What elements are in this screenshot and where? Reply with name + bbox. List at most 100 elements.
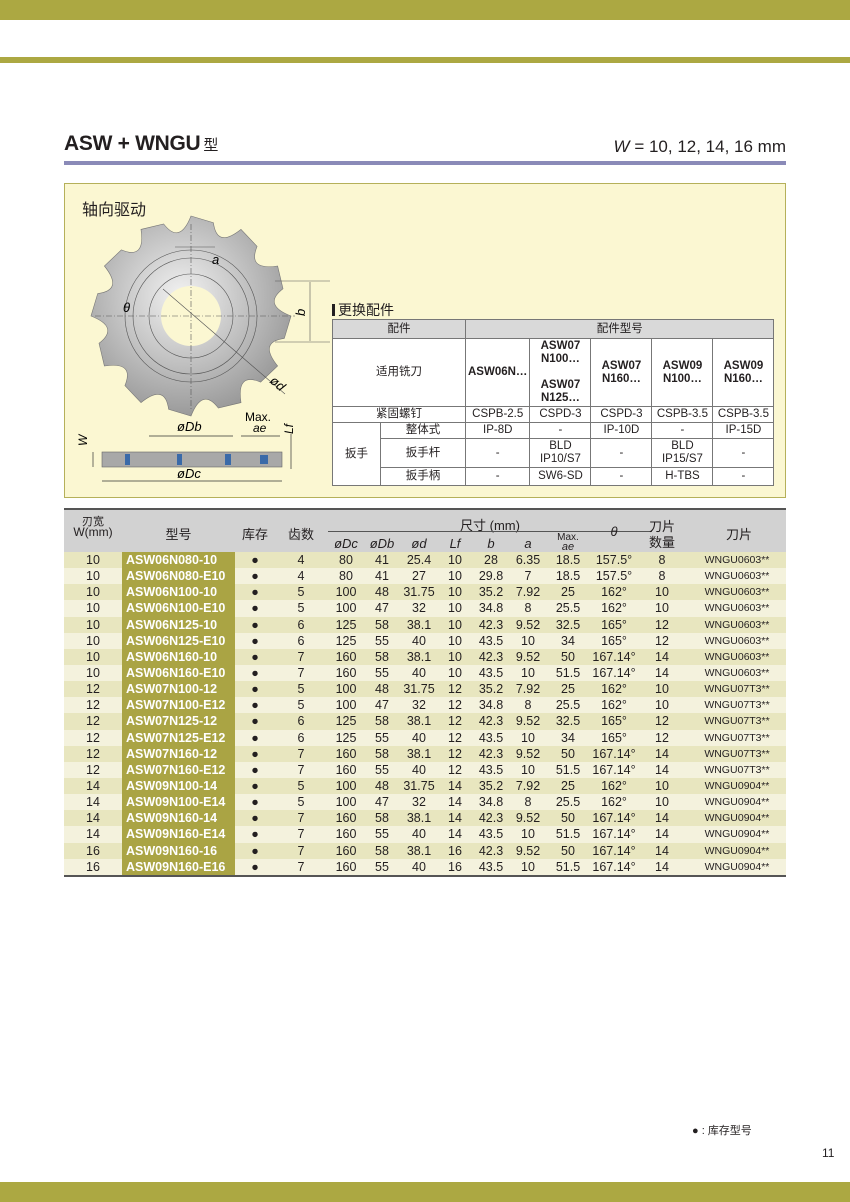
cell-a: 9.52: [515, 746, 541, 761]
cell-d: 38.1: [406, 714, 432, 729]
cell-d: 25.4: [406, 553, 432, 567]
acc-applicable-cell: ASW09 N100…: [651, 338, 714, 407]
cell-model: ASW06N160-E10: [122, 664, 235, 682]
cell-b: 42.3: [478, 746, 504, 761]
cell-w: 14: [86, 795, 100, 810]
cell-ae: 34: [561, 633, 575, 648]
cell-insert: WNGU0904**: [704, 828, 770, 841]
cell-ae: 25: [561, 585, 575, 600]
table-row: 10 ASW06N160-E10 ● 7 160 55 40 10 43.5 10 51.5 167.…: [64, 664, 786, 682]
header-Lf: Lf: [449, 536, 461, 551]
cell-d: 40: [412, 665, 426, 680]
cell-model: ASW06N125-10: [122, 616, 235, 633]
cell-insert: WNGU07T3**: [704, 699, 770, 712]
cell-Dc: 80: [339, 569, 353, 584]
cell-Dc: 160: [335, 827, 357, 842]
cell-teeth: 7: [297, 827, 305, 842]
cell-teeth: 5: [297, 795, 305, 810]
cell-model: ASW09N100-14: [122, 777, 235, 795]
cell-Db: 47: [375, 601, 389, 616]
dim-ae-label: ae: [253, 421, 267, 435]
cell-count: 10: [655, 585, 669, 600]
acc-wrench-cell: IP-15D: [712, 422, 775, 439]
title-text: ASW + WNGU: [64, 132, 201, 155]
cell-d: 38.1: [406, 746, 432, 761]
acc-applicable-cell: ASW07 N160…: [590, 338, 653, 407]
dim-b-label: b: [293, 309, 308, 316]
cell-ae: 18.5: [555, 553, 581, 567]
cell-count: 14: [655, 762, 669, 777]
cell-b: 43.5: [478, 730, 504, 745]
cell-theta: 167.14°: [592, 665, 636, 680]
acc-wrench-cell: -: [651, 422, 714, 439]
cell-insert: WNGU0904**: [704, 812, 770, 825]
cell-ae: 34: [561, 730, 575, 745]
cell-d: 40: [412, 827, 426, 842]
table-row: 10 ASW06N100-E10 ● 5 100 47 32 10 34.8 8 25.5 162° 1…: [64, 600, 786, 617]
cell-model: ASW07N100-12: [122, 681, 235, 698]
cell-w: 12: [86, 682, 100, 697]
cell-stock: ●: [251, 778, 259, 793]
cell-a: 6.35: [515, 553, 541, 567]
cell-stock: ●: [251, 762, 259, 777]
cell-stock: ●: [251, 795, 259, 810]
cell-teeth: 6: [297, 617, 305, 632]
cell-b: 35.2: [478, 778, 504, 793]
cell-count: 10: [655, 778, 669, 793]
acc-wrench-cell: IP-8D: [464, 422, 531, 439]
cell-insert: WNGU0904**: [704, 844, 770, 857]
cell-w: 10: [86, 569, 100, 584]
cell-Lf: 10: [448, 569, 462, 584]
cell-ae: 25.5: [555, 698, 581, 713]
cell-stock: ●: [251, 601, 259, 616]
drive-type-label: 轴向驱动: [82, 202, 147, 219]
cell-d: 38.1: [406, 649, 432, 664]
cell-b: 35.2: [478, 682, 504, 697]
cell-w: 16: [86, 843, 100, 858]
cell-model: ASW06N100-10: [122, 584, 235, 601]
cell-Db: 55: [375, 827, 389, 842]
cell-theta: 162°: [601, 778, 627, 793]
cell-a: 7: [524, 569, 532, 584]
cell-Db: 41: [375, 569, 389, 584]
cell-b: 42.3: [478, 714, 504, 729]
dim-Lf-label: Lf: [282, 422, 296, 434]
cell-Lf: 10: [448, 585, 462, 600]
cell-Lf: 12: [448, 762, 462, 777]
acc-wrench-cell: -: [464, 467, 531, 486]
accessories-table: 配件 配件型号 适用铣刀 ASW06N… ASW07 N100… ASW07 N12…: [332, 319, 775, 486]
cell-Lf: 10: [448, 553, 462, 567]
cell-w: 10: [86, 633, 100, 648]
cell-teeth: 7: [297, 746, 305, 761]
header-model: 型号: [165, 527, 192, 542]
cell-stock: ●: [251, 633, 259, 648]
cell-Lf: 10: [448, 633, 462, 648]
cell-a: 7.92: [515, 778, 541, 793]
table-row: 14 ASW09N160-14 ● 7 160 58 38.1 14 42.3 9.52 50 167…: [64, 810, 786, 827]
cell-b: 43.5: [478, 633, 504, 648]
cell-ae: 32.5: [555, 714, 581, 729]
cell-a: 10: [521, 665, 535, 680]
title-suffix: 型: [203, 137, 219, 154]
bottom-brand-bar: [0, 1182, 850, 1202]
acc-wrench-cell: BLD IP15/S7: [651, 438, 714, 468]
cell-insert: WNGU0904**: [704, 796, 770, 809]
cell-b: 43.5: [478, 827, 504, 842]
cell-Dc: 100: [335, 601, 357, 616]
cell-w: 10: [86, 585, 100, 600]
cell-Db: 58: [375, 649, 389, 664]
cell-Db: 58: [375, 843, 389, 858]
header-Db: øDb: [369, 536, 395, 551]
product-table: 刃宽 W(mm) 型号 库存 齿数 尺寸 (mm) øDc øDb ød Lf …: [64, 508, 786, 877]
cell-teeth: 7: [297, 843, 305, 858]
cell-Lf: 12: [448, 682, 462, 697]
cell-d: 38.1: [406, 811, 432, 826]
cell-d: 40: [412, 762, 426, 777]
cell-insert: WNGU0603**: [704, 650, 770, 663]
cell-Lf: 14: [448, 778, 462, 793]
cell-a: 10: [521, 859, 535, 874]
diagram-panel: 轴向驱动 a θ b ød øDb øDc Max. ae: [64, 183, 786, 498]
cell-ae: 50: [561, 843, 575, 858]
table-row: 12 ASW07N100-12 ● 5 100 48 31.75 12 35.2 7.92 25 16…: [64, 681, 786, 698]
cell-theta: 167.14°: [592, 746, 636, 761]
